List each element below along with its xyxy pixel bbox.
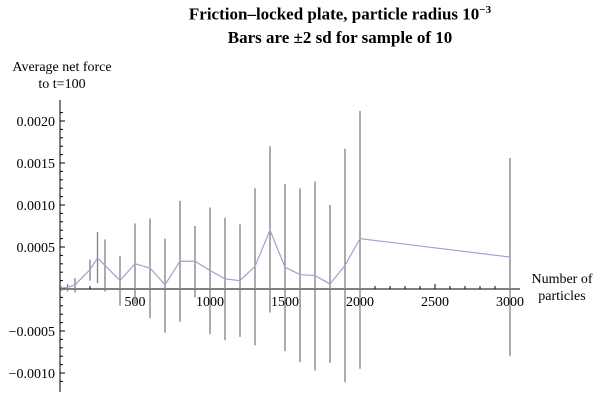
data-point <box>96 257 99 259</box>
data-point <box>66 286 69 288</box>
x-tick-label: 2500 <box>421 295 449 310</box>
y-tick-label: 0.0010 <box>17 199 56 214</box>
data-point <box>254 265 256 267</box>
data-point <box>299 274 301 276</box>
data-point <box>269 229 271 231</box>
data-point <box>134 263 136 265</box>
chart-title-line2: Bars are ±2 sd for sample of 10 <box>227 28 453 47</box>
y-tick-label: 0.0005 <box>17 241 56 256</box>
data-point <box>284 266 286 268</box>
x-axis-label: Number of particles <box>531 272 593 304</box>
y-tick-label: 0.0015 <box>17 157 56 172</box>
y-tick-label: −0.0005 <box>9 325 55 340</box>
y-tick-label: −0.0010 <box>9 367 55 382</box>
chart-title-line1: Friction–locked plate, particle radius 1… <box>188 4 492 24</box>
data-point <box>329 283 331 285</box>
data-point <box>314 274 316 277</box>
data-point <box>194 260 196 262</box>
data-point <box>164 284 166 286</box>
mean-line <box>61 228 511 289</box>
data-point <box>89 269 91 271</box>
y-axis-label: Average net force to t=100 <box>12 60 112 92</box>
data-point <box>239 280 241 282</box>
data-point <box>119 280 121 282</box>
data-point <box>359 238 361 240</box>
data-point <box>179 260 181 262</box>
data-point <box>104 264 106 267</box>
data-point <box>224 278 226 280</box>
y-tick-label: 0.0020 <box>17 115 56 130</box>
data-point <box>149 267 151 269</box>
data-point <box>74 284 76 286</box>
data-point <box>209 269 211 272</box>
data-point <box>509 256 511 258</box>
data-point <box>60 287 63 289</box>
data-point <box>344 264 346 267</box>
